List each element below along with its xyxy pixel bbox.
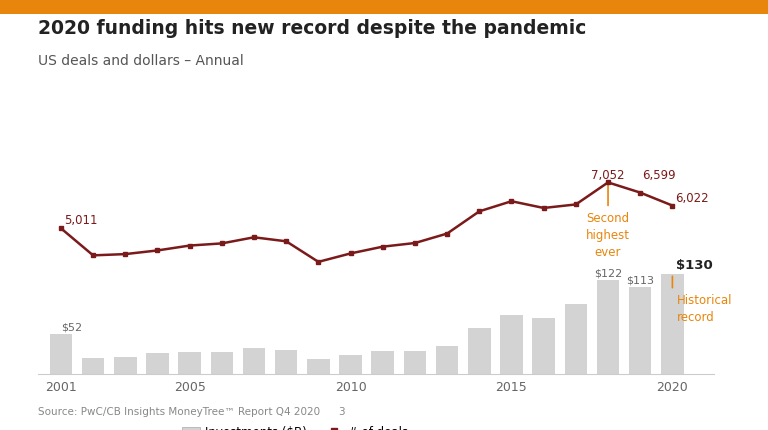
Text: 6,022: 6,022 [676, 191, 709, 204]
Bar [307, 359, 329, 374]
Text: 3: 3 [338, 406, 345, 416]
Text: 2020 funding hits new record despite the pandemic: 2020 funding hits new record despite the… [38, 19, 587, 38]
Text: 5,011: 5,011 [65, 214, 98, 227]
Bar [468, 328, 491, 374]
Bar [532, 319, 555, 374]
Bar [178, 353, 201, 374]
Bar [629, 287, 651, 374]
Text: $52: $52 [61, 322, 82, 332]
Text: US deals and dollars – Annual: US deals and dollars – Annual [38, 54, 244, 68]
Bar [436, 346, 458, 374]
Text: $130: $130 [676, 258, 713, 272]
Bar [114, 357, 137, 374]
Bar [210, 352, 233, 374]
Bar [404, 351, 426, 374]
Bar [564, 305, 587, 374]
Text: 7,052: 7,052 [591, 168, 625, 181]
Bar [50, 334, 72, 374]
Bar [275, 350, 297, 374]
Text: Source: PwC/CB Insights MoneyTree™ Report Q4 2020: Source: PwC/CB Insights MoneyTree™ Repor… [38, 406, 320, 416]
Legend: Investments ($B), # of deals: Investments ($B), # of deals [177, 420, 413, 430]
Text: $113: $113 [626, 275, 654, 285]
Text: Historical
record: Historical record [677, 293, 733, 323]
Bar [82, 358, 104, 374]
Text: Second
highest
ever: Second highest ever [586, 211, 630, 258]
Bar [146, 353, 169, 374]
Bar [243, 349, 265, 374]
Bar [372, 351, 394, 374]
Bar [500, 316, 523, 374]
Bar [661, 274, 684, 374]
Text: 6,599: 6,599 [642, 168, 675, 181]
Bar [597, 280, 619, 374]
Text: $122: $122 [594, 268, 622, 278]
Bar [339, 356, 362, 374]
